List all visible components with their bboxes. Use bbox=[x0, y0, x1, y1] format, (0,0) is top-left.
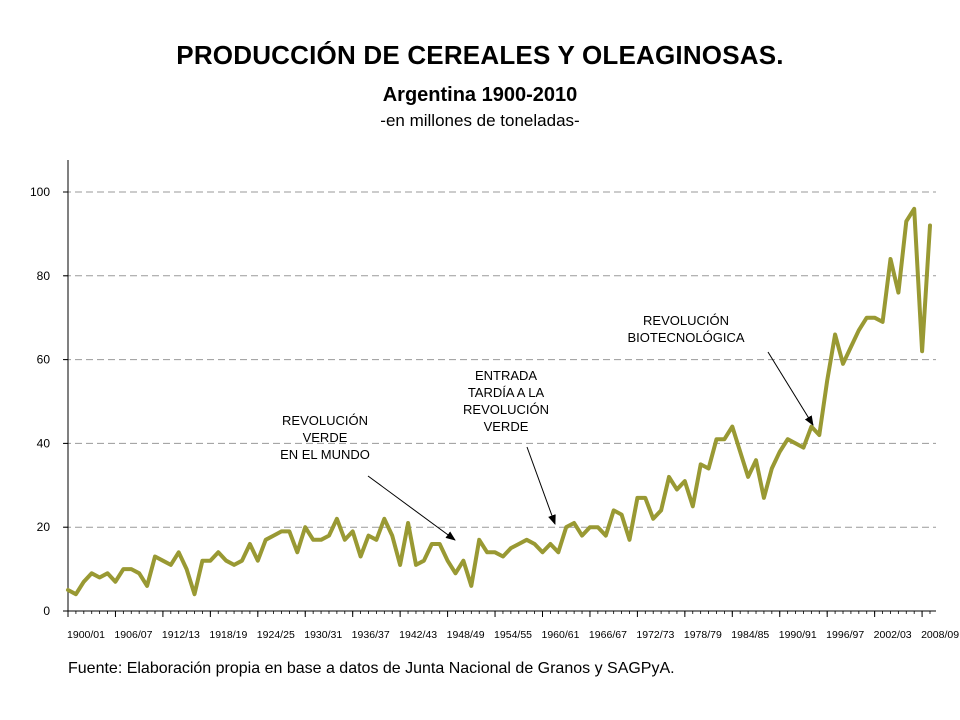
annotation-layer: REVOLUCIÓN VERDE EN EL MUNDO ENTRADA TARDÍA … bbox=[280, 313, 814, 541]
annotation-text: VERDE bbox=[303, 430, 348, 445]
x-tick-label: 1966/67 bbox=[589, 630, 627, 641]
annotation-text: BIOTECNOLÓGICA bbox=[627, 330, 744, 345]
y-tick-label: 20 bbox=[37, 520, 51, 534]
x-tick-label: 1918/19 bbox=[209, 630, 247, 641]
x-tick-label: 1972/73 bbox=[636, 630, 674, 641]
x-tick-label: 1924/25 bbox=[257, 630, 295, 641]
x-tick-label: 1984/85 bbox=[731, 630, 769, 641]
annotation-text: REVOLUCIÓN bbox=[643, 313, 729, 328]
annotation-arrow bbox=[526, 446, 556, 525]
x-tick-label: 1930/31 bbox=[304, 630, 342, 641]
x-tick-label: 1996/97 bbox=[826, 630, 864, 641]
x-tick-label: 1936/37 bbox=[352, 630, 390, 641]
x-tick-label: 1912/13 bbox=[162, 630, 200, 641]
chart-title-text: PRODUCCIÓN DE CEREALES Y OLEAGINOSAS bbox=[176, 40, 777, 70]
y-tick-label: 40 bbox=[37, 436, 51, 450]
grid-layer bbox=[64, 191, 936, 528]
x-tick-label: 2008/09 bbox=[921, 630, 959, 641]
series-layer bbox=[66, 206, 932, 597]
annotation-text: VERDE bbox=[484, 419, 529, 434]
chart-title: PRODUCCIÓN DE CEREALES Y OLEAGINOSAS. bbox=[0, 40, 960, 71]
y-tick-label: 0 bbox=[43, 604, 50, 618]
chart-subtitle: Argentina 1900-2010 bbox=[382, 84, 578, 106]
annotation-text: EN EL MUNDO bbox=[280, 447, 370, 462]
x-tick-label: 1990/91 bbox=[779, 630, 817, 641]
production-series-line bbox=[66, 206, 932, 597]
x-tick-label: 1942/43 bbox=[399, 630, 437, 641]
chart-units: -en millones de toneladas- bbox=[380, 111, 580, 130]
x-tick-label: 1900/01 bbox=[67, 630, 105, 641]
y-tick-label: 100 bbox=[30, 185, 50, 199]
y-tick-label: 80 bbox=[37, 269, 51, 283]
x-tick-label: 1948/49 bbox=[447, 630, 485, 641]
annotation-arrow bbox=[767, 351, 814, 426]
source-note: Fuente: Elaboración propia en base a dat… bbox=[68, 660, 675, 677]
annotation-text: ENTRADA bbox=[475, 368, 537, 383]
annotation-text: REVOLUCIÓN bbox=[282, 413, 368, 428]
axis-layer: 0 20 40 60 80 100 1900/01 1906/07 1912/13 1918/19… bbox=[30, 160, 960, 641]
annotation-text: TARDÍA A LA bbox=[468, 385, 545, 400]
x-tick-label: 2002/03 bbox=[874, 630, 912, 641]
chart-title-period: . bbox=[776, 40, 784, 70]
x-tick-label: 1960/61 bbox=[541, 630, 579, 641]
x-tick-label: 1906/07 bbox=[114, 630, 152, 641]
x-tick-label: 1978/79 bbox=[684, 630, 722, 641]
annotation-arrow bbox=[367, 475, 456, 541]
annotation-text: REVOLUCIÓN bbox=[463, 402, 549, 417]
y-tick-label: 60 bbox=[37, 353, 51, 367]
x-tick-label: 1954/55 bbox=[494, 630, 532, 641]
